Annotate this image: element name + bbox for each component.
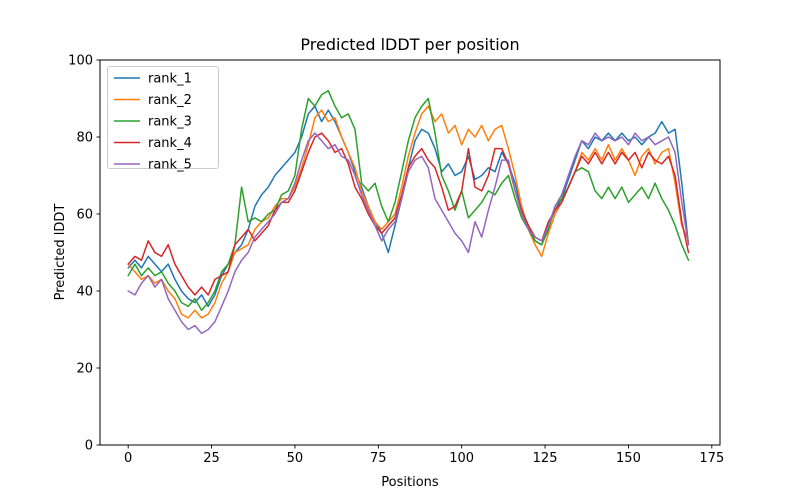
y-tick-label: 80 — [76, 131, 93, 146]
series-line-rank_5 — [127, 132, 690, 335]
x-axis-label: Positions — [381, 475, 439, 490]
x-tick-label: 100 — [449, 451, 474, 466]
legend-label-rank_5: rank_5 — [148, 158, 192, 173]
series-line-rank_2 — [127, 105, 690, 319]
y-tick-label: 60 — [76, 208, 93, 223]
axis-ticks: 0 25 50 75 100 125 150 175 0 20 40 60 80 100 — [68, 54, 724, 467]
x-tick-label: 125 — [533, 451, 558, 466]
x-tick-label: 50 — [287, 451, 304, 466]
x-tick-label: 150 — [616, 451, 641, 466]
legend-label-rank_2: rank_2 — [148, 93, 192, 108]
plot-border — [99, 59, 721, 446]
y-tick-label: 20 — [76, 362, 93, 377]
chart-title: Predicted lDDT per position — [300, 35, 519, 54]
y-axis-label: Predicted lDDT — [53, 204, 68, 301]
x-tick-label: 175 — [699, 451, 724, 466]
x-tick-label: 75 — [370, 451, 387, 466]
legend-label-rank_3: rank_3 — [148, 115, 192, 130]
x-tick-label: 0 — [124, 451, 132, 466]
series-line-rank_3 — [127, 90, 690, 312]
y-tick-label: 100 — [68, 54, 93, 69]
legend-label-rank_1: rank_1 — [148, 72, 192, 87]
x-tick-label: 25 — [203, 451, 220, 466]
legend-label-rank_4: rank_4 — [148, 136, 192, 151]
series-line-rank_4 — [127, 132, 690, 296]
y-tick-label: 40 — [76, 285, 93, 300]
series-lines — [127, 90, 690, 335]
y-tick-label: 0 — [85, 439, 93, 454]
legend: rank_1 rank_2 rank_3 rank_4 rank_5 — [107, 66, 219, 173]
